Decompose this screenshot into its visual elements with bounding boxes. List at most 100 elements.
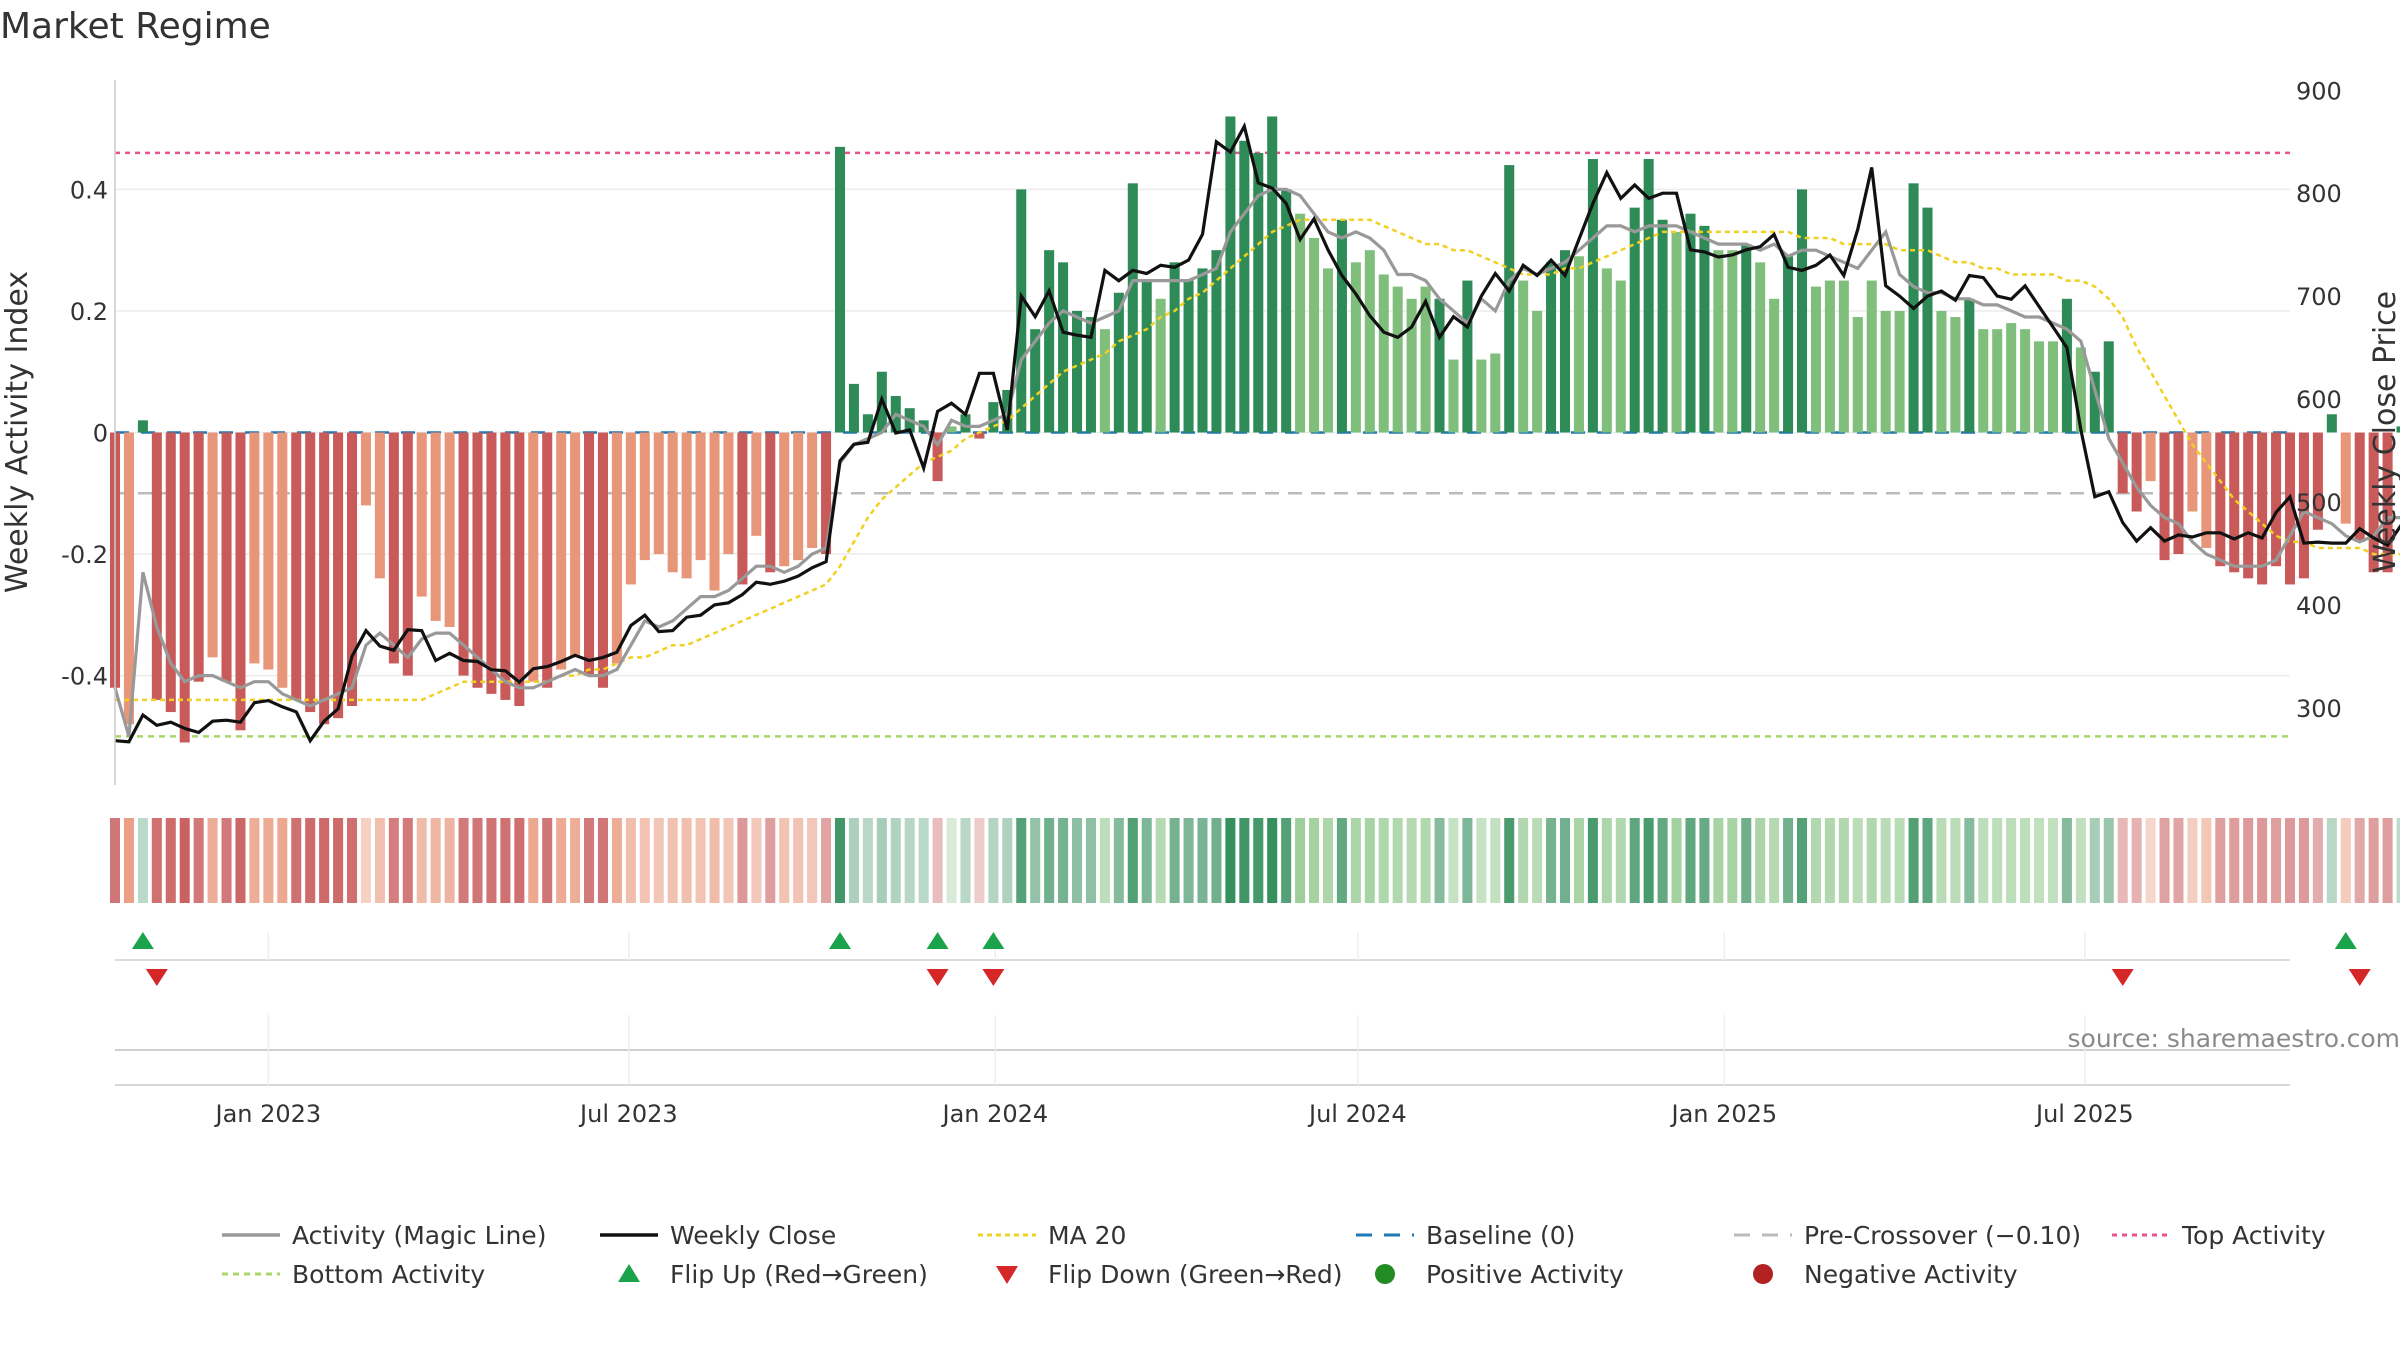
activity-bar-154 xyxy=(2257,432,2268,585)
regime-cell-32 xyxy=(556,818,567,903)
regime-cell-7 xyxy=(207,818,218,903)
activity-bar-67 xyxy=(1044,250,1055,433)
regime-cell-157 xyxy=(2298,818,2309,903)
activity-bar-130 xyxy=(1922,207,1933,433)
regime-cell-61 xyxy=(960,818,971,903)
activity-bar-37 xyxy=(625,432,636,585)
regime-cell-144 xyxy=(2117,818,2128,903)
activity-bar-121 xyxy=(1797,189,1808,433)
activity-bar-103 xyxy=(1546,262,1557,433)
activity-bar-14 xyxy=(305,432,316,713)
regime-cell-39 xyxy=(653,818,664,903)
activity-bar-96 xyxy=(1448,359,1459,433)
activity-bar-88 xyxy=(1336,219,1347,433)
activity-bar-10 xyxy=(249,432,260,664)
regime-cell-90 xyxy=(1364,818,1375,903)
regime-cell-108 xyxy=(1615,818,1626,903)
activity-bar-62 xyxy=(974,432,985,439)
regime-cell-125 xyxy=(1852,818,1863,903)
regime-cell-136 xyxy=(2006,818,2017,903)
activity-bar-72 xyxy=(1113,292,1124,433)
legend-label-4: Pre-Crossover (−0.10) xyxy=(1804,1221,2081,1250)
x-tick-label-2: Jan 2024 xyxy=(941,1100,1049,1128)
regime-cell-59 xyxy=(932,818,943,903)
activity-bar-66 xyxy=(1030,329,1041,433)
legend-swatch-flip-down xyxy=(996,1266,1018,1284)
regime-cell-25 xyxy=(458,818,469,903)
regime-cell-120 xyxy=(1783,818,1794,903)
regime-cell-37 xyxy=(625,818,636,903)
regime-cell-153 xyxy=(2243,818,2254,903)
activity-bar-122 xyxy=(1810,286,1821,433)
y-tick-label-left-1: -0.2 xyxy=(61,541,108,569)
y-tick-label-left-3: 0.2 xyxy=(70,298,108,326)
activity-bar-75 xyxy=(1155,298,1166,433)
regime-cell-131 xyxy=(1936,818,1947,903)
regime-cell-23 xyxy=(430,818,441,903)
regime-cell-31 xyxy=(542,818,553,903)
activity-bar-12 xyxy=(277,432,288,688)
regime-cell-72 xyxy=(1113,818,1124,903)
regime-cell-126 xyxy=(1866,818,1877,903)
activity-bar-48 xyxy=(779,432,790,567)
activity-bar-32 xyxy=(556,432,567,670)
activity-bar-91 xyxy=(1378,274,1389,433)
regime-cell-132 xyxy=(1950,818,1961,903)
regime-cell-48 xyxy=(779,818,790,903)
regime-cell-58 xyxy=(918,818,929,903)
activity-bar-159 xyxy=(2326,414,2337,433)
activity-bar-82 xyxy=(1253,152,1264,433)
y-tick-label-right-2: 500 xyxy=(2296,489,2342,517)
x-tick-label-4: Jan 2025 xyxy=(1669,1100,1777,1128)
regime-cell-71 xyxy=(1099,818,1110,903)
regime-cell-113 xyxy=(1685,818,1696,903)
regime-cell-152 xyxy=(2229,818,2240,903)
activity-bar-142 xyxy=(2089,371,2100,433)
activity-bar-132 xyxy=(1950,317,1961,433)
regime-cell-103 xyxy=(1546,818,1557,903)
activity-bar-13 xyxy=(291,432,302,700)
regime-cell-127 xyxy=(1880,818,1891,903)
regime-cell-27 xyxy=(486,818,497,903)
activity-bar-98 xyxy=(1476,359,1487,433)
regime-cell-16 xyxy=(333,818,344,903)
regime-cell-19 xyxy=(374,818,385,903)
activity-bar-109 xyxy=(1629,207,1640,433)
regime-cell-49 xyxy=(793,818,804,903)
regime-cell-134 xyxy=(1978,818,1989,903)
activity-bar-5 xyxy=(179,432,190,743)
activity-bar-102 xyxy=(1532,310,1543,433)
flip-up-marker-2 xyxy=(926,932,949,949)
regime-cell-156 xyxy=(2284,818,2296,903)
activity-bar-60 xyxy=(946,426,957,433)
regime-cell-47 xyxy=(765,818,776,903)
activity-bar-45 xyxy=(737,432,748,585)
regime-cell-38 xyxy=(639,818,650,903)
regime-cell-65 xyxy=(1016,818,1027,903)
regime-cell-64 xyxy=(1002,818,1013,903)
activity-bar-85 xyxy=(1295,213,1306,433)
regime-cell-84 xyxy=(1281,818,1292,903)
activity-bar-25 xyxy=(458,432,469,676)
regime-cell-1 xyxy=(123,818,134,903)
regime-cell-24 xyxy=(444,818,455,903)
weekly-close-line xyxy=(114,121,2400,744)
regime-cell-67 xyxy=(1044,818,1055,903)
regime-cell-97 xyxy=(1462,818,1473,903)
regime-cell-18 xyxy=(360,818,371,903)
regime-cell-63 xyxy=(988,818,999,903)
activity-bar-112 xyxy=(1671,231,1682,433)
legend-label-9: Positive Activity xyxy=(1426,1260,1624,1289)
activity-bar-136 xyxy=(2006,323,2017,433)
y-tick-label-left-2: 0 xyxy=(93,420,108,448)
activity-bar-106 xyxy=(1587,159,1598,433)
flip-up-marker-1 xyxy=(829,932,851,949)
activity-bar-34 xyxy=(584,432,595,676)
regime-cell-121 xyxy=(1797,818,1808,903)
y-tick-label-right-3: 600 xyxy=(2296,386,2342,414)
activity-bar-145 xyxy=(2131,432,2142,512)
activity-bar-49 xyxy=(793,432,804,561)
regime-cell-55 xyxy=(876,818,887,903)
activity-bar-118 xyxy=(1755,262,1766,433)
activity-bar-41 xyxy=(681,432,692,579)
